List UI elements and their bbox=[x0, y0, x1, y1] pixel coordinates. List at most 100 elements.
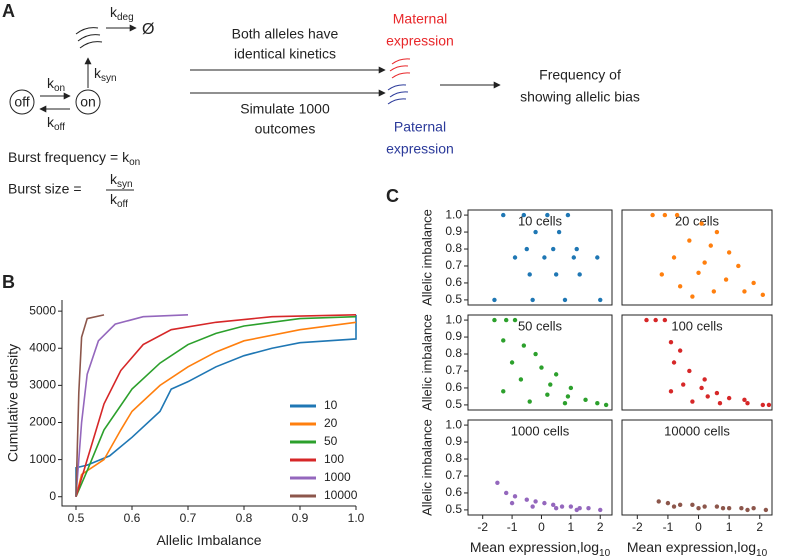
scatter-point bbox=[598, 507, 603, 513]
x-tick-label: 2 bbox=[756, 520, 763, 534]
x-axis-label-subscript: 10 bbox=[756, 548, 768, 559]
panel-label: B bbox=[2, 272, 15, 292]
y-tick-label: 0.6 bbox=[445, 380, 462, 394]
scatter-point bbox=[650, 212, 655, 218]
x-axis-label-text: Mean expression,log bbox=[627, 539, 756, 555]
scatter-point bbox=[736, 263, 741, 269]
degraded-symbol: Ø bbox=[142, 21, 154, 38]
x-axis-label-subscript: 10 bbox=[599, 548, 611, 559]
scatter-point bbox=[574, 507, 579, 513]
scatter-point bbox=[677, 284, 683, 289]
paternal-transcripts bbox=[387, 84, 409, 105]
scatter-point bbox=[559, 504, 565, 509]
scatter-point bbox=[723, 277, 729, 282]
maternal-label: expression bbox=[386, 33, 454, 49]
scatter-point bbox=[542, 255, 547, 260]
scatter-point bbox=[524, 497, 529, 502]
scatter-point bbox=[553, 372, 559, 377]
y-tick-label: 5000 bbox=[29, 303, 56, 317]
data-line bbox=[75, 321, 357, 497]
result-label: showing allelic bias bbox=[520, 89, 640, 105]
scatter-point bbox=[668, 339, 674, 345]
scatter-point bbox=[690, 399, 695, 404]
scatter-point bbox=[492, 297, 497, 303]
arrow-label: outcomes bbox=[255, 121, 316, 137]
scatter-point bbox=[556, 229, 562, 235]
scatter-point bbox=[512, 255, 518, 260]
scatter-point bbox=[545, 212, 550, 218]
x-axis-label-text: Mean expression,log bbox=[470, 539, 599, 555]
scatter-point bbox=[687, 238, 692, 243]
scatter-point bbox=[501, 338, 506, 343]
state-label: off bbox=[14, 94, 29, 110]
x-tick-label: 1 bbox=[568, 520, 575, 534]
transcripts bbox=[75, 27, 103, 49]
x-tick-label: -1 bbox=[507, 520, 518, 534]
scatter-point bbox=[518, 377, 524, 382]
y-tick-label: 1000 bbox=[29, 452, 56, 466]
state-label: on bbox=[80, 94, 96, 110]
y-tick-label: 0.7 bbox=[445, 258, 462, 272]
scatter-point bbox=[565, 212, 571, 218]
legend-label: 1000 bbox=[324, 470, 351, 484]
scatter-point bbox=[766, 402, 772, 408]
scatter-point bbox=[702, 377, 707, 382]
data-line bbox=[75, 314, 105, 497]
scatter-point bbox=[696, 506, 701, 511]
y-tick-label: 3000 bbox=[29, 378, 56, 392]
scatter-point bbox=[501, 389, 506, 394]
scatter-point bbox=[530, 504, 535, 509]
y-tick-label: 4000 bbox=[29, 340, 56, 354]
scatter-point bbox=[551, 502, 556, 508]
equation-text: Burst frequency = bbox=[8, 149, 118, 165]
scatter-point bbox=[603, 402, 609, 408]
scatter-point bbox=[687, 368, 692, 374]
axis-spine bbox=[61, 300, 356, 507]
subplot-title: 100 cells bbox=[671, 318, 723, 333]
scatter-point bbox=[542, 500, 547, 506]
x-axis-label: Mean expression,log10 bbox=[470, 539, 611, 559]
rate-label: ksyn bbox=[94, 65, 117, 84]
rate-label: kdeg bbox=[110, 4, 134, 23]
subplot-title: 1000 cells bbox=[511, 423, 570, 438]
rate-subscript: syn bbox=[117, 179, 133, 190]
scatter-point bbox=[699, 385, 704, 391]
scatter-point bbox=[533, 499, 538, 504]
scatter-point bbox=[492, 317, 497, 323]
rate-symbol: k bbox=[110, 171, 118, 187]
rate-subscript: off bbox=[117, 199, 128, 210]
result-label: Frequency of bbox=[539, 67, 621, 83]
y-tick-label: 0.6 bbox=[445, 485, 462, 499]
scatter-point bbox=[524, 246, 529, 252]
scatter-point bbox=[677, 348, 683, 353]
plot-frame bbox=[621, 419, 773, 516]
scatter-point bbox=[702, 260, 707, 265]
maternal-transcripts bbox=[389, 58, 411, 79]
scatter-point bbox=[714, 229, 720, 235]
scatter-point bbox=[671, 504, 677, 509]
scatter-point bbox=[521, 343, 527, 348]
y-axis-label: Allelic imbalance bbox=[419, 419, 434, 516]
x-tick-label: -1 bbox=[663, 520, 674, 534]
scatter-point bbox=[553, 506, 559, 511]
scatter-point bbox=[674, 212, 680, 218]
scatter-point bbox=[548, 382, 553, 387]
scatter-point bbox=[751, 506, 756, 511]
subplot-title: 20 cells bbox=[675, 213, 720, 228]
scatter-point bbox=[720, 506, 726, 511]
scatter-point bbox=[662, 317, 668, 323]
scatter-point bbox=[574, 246, 579, 252]
scatter-point bbox=[726, 395, 732, 401]
y-tick-label: 0.5 bbox=[445, 502, 462, 516]
y-tick-label: 1.0 bbox=[445, 207, 462, 221]
scatter-point bbox=[495, 480, 500, 485]
rate-subscript: deg bbox=[117, 12, 134, 23]
scatter-point bbox=[705, 394, 710, 399]
y-tick-label: 0.5 bbox=[445, 397, 462, 411]
scatter-point bbox=[717, 401, 723, 406]
legend-label: 10000 bbox=[324, 488, 358, 502]
scatter-point bbox=[656, 499, 661, 504]
y-tick-label: 0.9 bbox=[445, 329, 462, 343]
scatter-point bbox=[745, 401, 750, 406]
